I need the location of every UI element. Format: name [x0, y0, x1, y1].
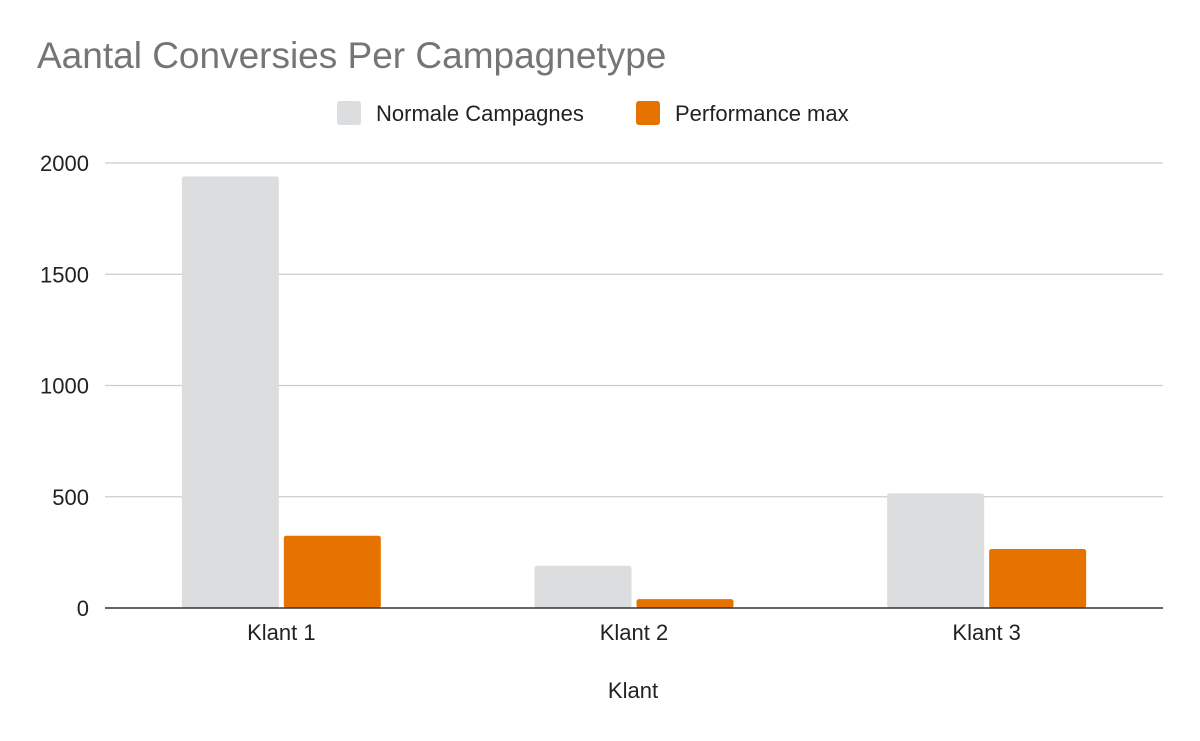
bar-performance-max-klant-3 — [989, 549, 1087, 608]
bar-performance-max-klant-1 — [283, 535, 381, 608]
y-tick-label-1500: 1500 — [40, 262, 89, 287]
legend: Normale Campagnes Performance max — [337, 101, 849, 126]
y-tick-label-500: 500 — [52, 485, 89, 510]
x-tick-label-klant-2: Klant 2 — [600, 620, 669, 645]
gridlines — [105, 162, 1163, 498]
bars — [181, 176, 1087, 608]
legend-swatch-normale-campagnes — [337, 101, 361, 125]
legend-label-normale-campagnes: Normale Campagnes — [376, 101, 584, 126]
x-tick-label-klant-1: Klant 1 — [247, 620, 316, 645]
x-tick-label-klant-3: Klant 3 — [952, 620, 1021, 645]
y-tick-label-0: 0 — [77, 596, 89, 621]
y-axis-ticks: 0 500 1000 1500 2000 — [40, 151, 89, 621]
y-tick-label-2000: 2000 — [40, 151, 89, 176]
legend-label-performance-max: Performance max — [675, 101, 849, 126]
bar-normale-campagnes-klant-1 — [181, 176, 279, 608]
y-tick-label-1000: 1000 — [40, 374, 89, 399]
x-axis-labels: Klant 1 Klant 2 Klant 3 — [247, 620, 1021, 645]
x-axis-title: Klant — [608, 678, 658, 703]
bar-normale-campagnes-klant-3 — [887, 493, 985, 608]
bar-performance-max-klant-2 — [636, 599, 734, 608]
bar-normale-campagnes-klant-2 — [534, 565, 632, 608]
chart-title: Aantal Conversies Per Campagnetype — [37, 35, 666, 76]
legend-swatch-performance-max — [636, 101, 660, 125]
